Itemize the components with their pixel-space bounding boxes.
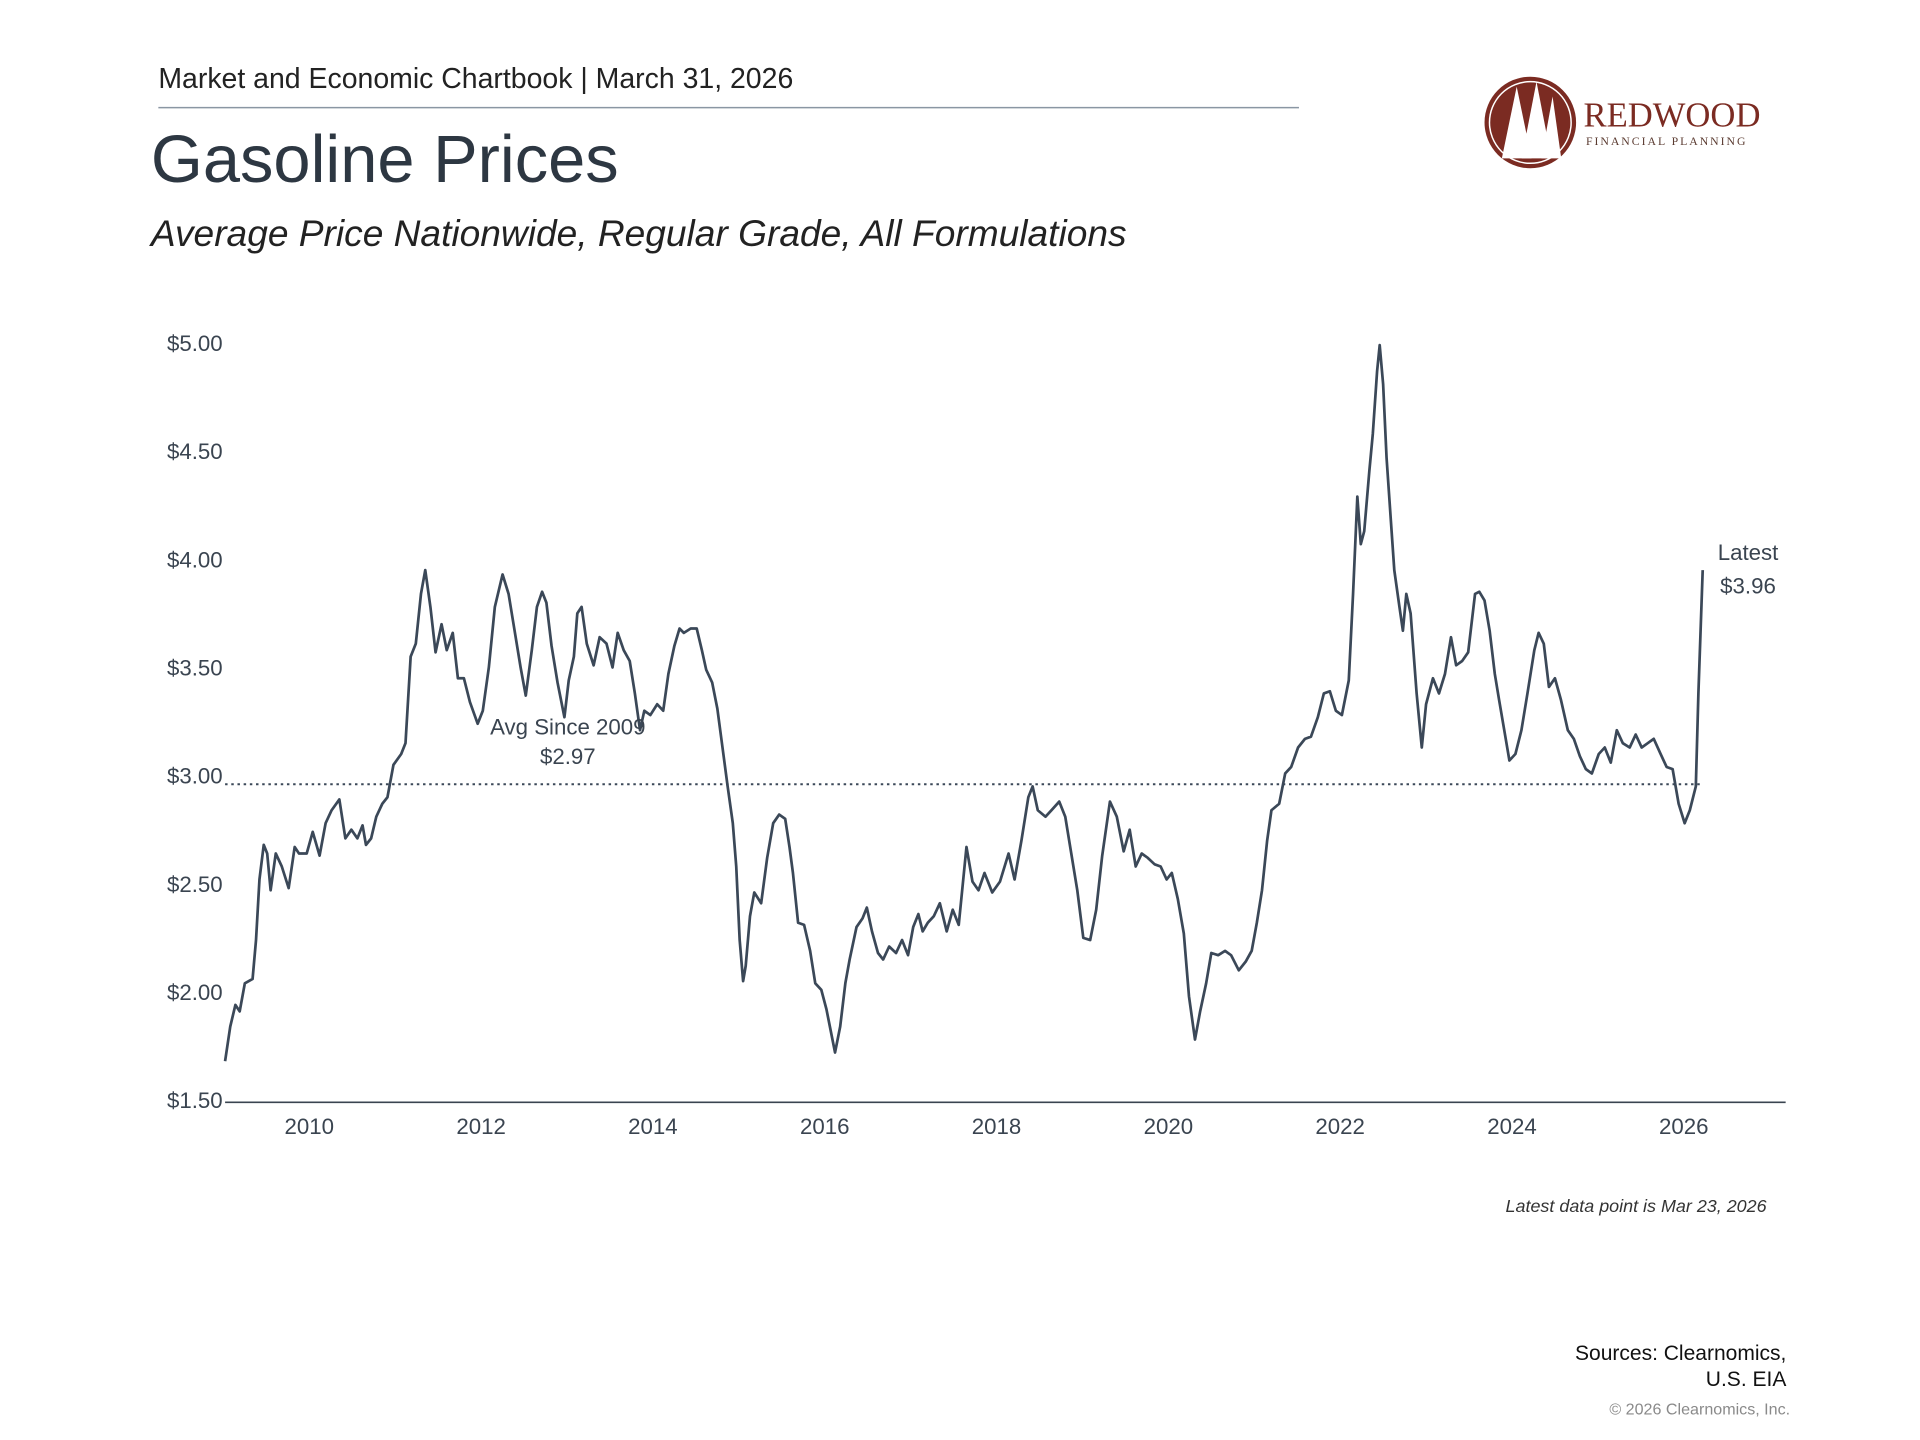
y-tick-label: $1.50 [167,1088,223,1113]
y-tick-label: $3.50 [167,656,223,681]
price-line [223,343,1705,1062]
x-tick-label: 2022 [1315,1114,1365,1139]
chart-title: Gasoline Prices [151,123,619,197]
x-tick-label: 2024 [1487,1114,1537,1139]
y-tick-label: $5.00 [167,331,223,356]
data-note: Latest data point is Mar 23, 2026 [1506,1196,1767,1216]
logo-ring [1488,80,1572,165]
y-tick-label: $4.50 [167,439,223,464]
logo-name: REDWOOD [1584,97,1761,135]
chartbook-header: Market and Economic Chartbook | March 31… [158,63,793,95]
latest-value: $3.96 [1720,573,1776,598]
y-tick-label: $3.00 [167,764,223,789]
chart-subtitle: Average Price Nationwide, Regular Grade,… [149,212,1127,254]
logo-tree [1541,96,1562,159]
x-tick-label: 2018 [972,1114,1022,1139]
logo-tree [1521,81,1552,159]
y-tick-label: $2.00 [167,980,223,1005]
average-value: $2.97 [540,744,596,769]
x-tick-label: 2020 [1144,1114,1194,1139]
x-tick-label: 2014 [628,1114,678,1139]
source-line: Sources: Clearnomics, [1575,1342,1786,1365]
latest-label: Latest [1718,540,1779,565]
logo-tagline: FINANCIAL PLANNING [1586,135,1748,148]
average-label: Avg Since 2009 [490,714,645,739]
x-tick-label: 2016 [800,1114,850,1139]
logo: REDWOOD FINANCIAL PLANNING [1484,76,1761,169]
logo-tree [1501,86,1532,159]
y-tick-label: $4.00 [167,547,223,572]
x-tick-label: 2012 [456,1114,506,1139]
copyright: © 2026 Clearnomics, Inc. [1609,1401,1790,1419]
x-tick-label: 2026 [1659,1114,1709,1139]
x-tick-label: 2010 [285,1114,335,1139]
y-tick-label: $2.50 [167,872,223,897]
source-line: U.S. EIA [1706,1368,1787,1391]
